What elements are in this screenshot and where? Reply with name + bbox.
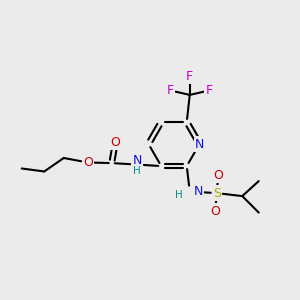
Text: O: O	[210, 205, 220, 218]
Text: F: F	[167, 84, 174, 97]
Text: H: H	[134, 166, 141, 176]
Text: H: H	[176, 190, 183, 200]
Text: O: O	[83, 156, 93, 169]
Text: N: N	[194, 185, 203, 198]
Text: N: N	[133, 154, 142, 167]
Text: O: O	[110, 136, 120, 148]
Text: O: O	[213, 169, 223, 182]
Text: F: F	[186, 70, 193, 83]
Text: N: N	[195, 137, 204, 151]
Text: S: S	[213, 187, 221, 200]
Text: F: F	[206, 84, 213, 97]
